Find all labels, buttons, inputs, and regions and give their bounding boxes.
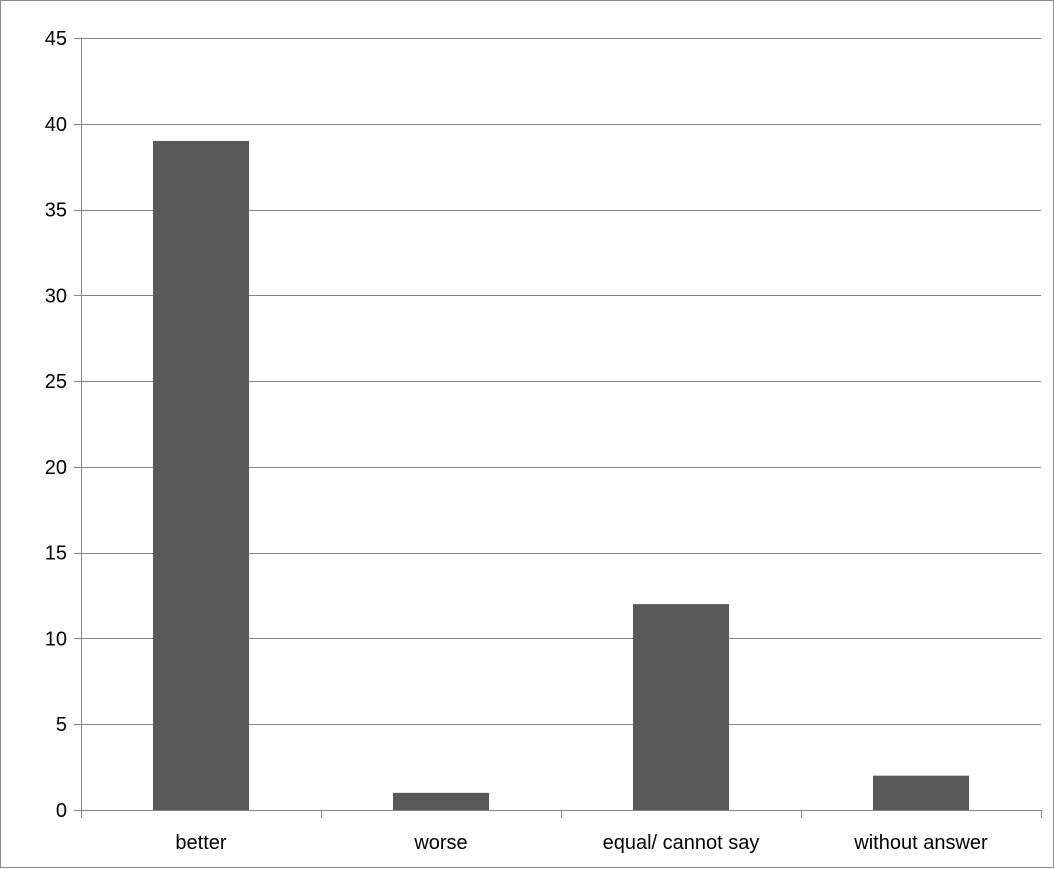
y-tick-label: 40 [45,114,67,136]
x-tick-label: without answer [853,832,988,854]
y-tick-label: 30 [45,285,67,307]
axes [74,38,1042,818]
x-tick-label: worse [413,832,467,854]
y-tick-label: 45 [45,28,67,50]
bars [153,140,969,810]
bar-without-answer [873,775,969,810]
y-tick-label: 0 [56,800,67,822]
y-tick-label: 35 [45,200,67,222]
y-tick-label: 15 [45,543,67,565]
bar-worse [393,792,489,810]
y-tick-label: 20 [45,457,67,479]
x-tick-label: better [175,832,226,854]
y-tick-label: 5 [56,714,67,736]
tick-labels: 0 5 10 15 20 25 30 35 40 45 better worse equal/ cann… [45,28,988,854]
bar-better [153,140,249,810]
x-tick-label: equal/ cannot say [603,832,760,854]
y-tick-label: 25 [45,371,67,393]
bar-equal-cannot-say [633,604,729,810]
y-tick-label: 10 [45,628,67,650]
